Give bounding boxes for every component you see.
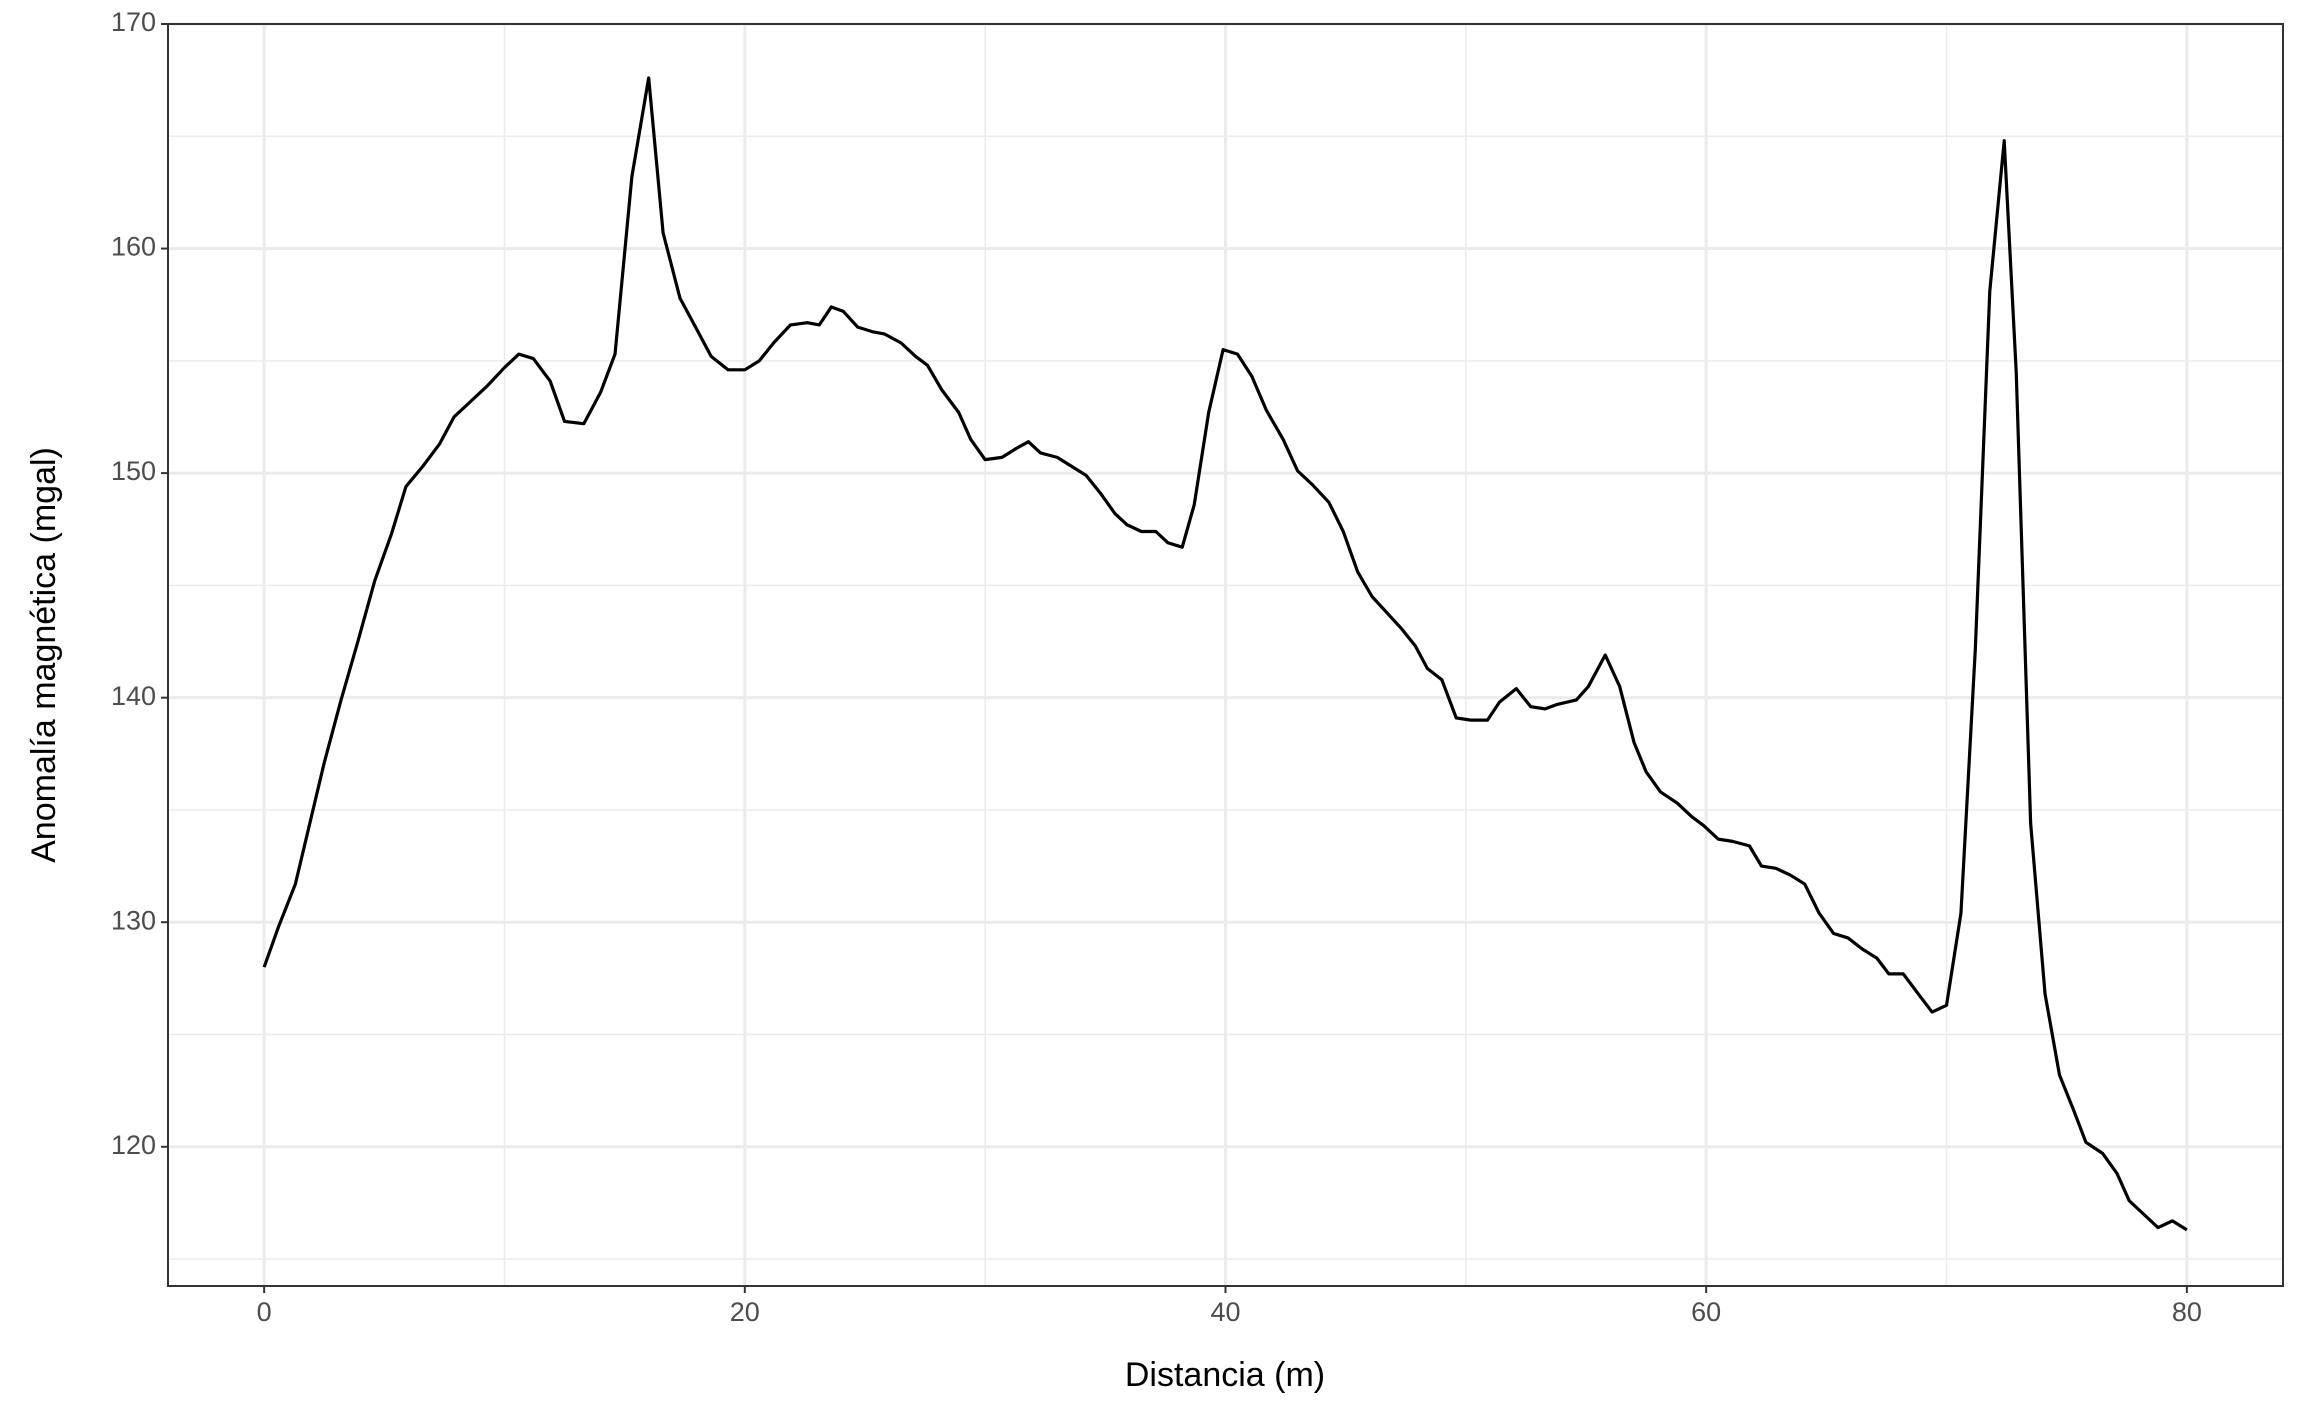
y-tick-label: 140 [111, 681, 156, 711]
data-line [262, 76, 2188, 1232]
x-tick-label: 60 [1691, 1297, 1721, 1327]
y-tick-label: 170 [111, 7, 156, 37]
x-tick-label: 20 [730, 1297, 760, 1327]
y-tick-label: 150 [111, 456, 156, 486]
y-axis-title: Anomalía magnética (mgal) [25, 447, 63, 863]
x-tick-label: 80 [2172, 1297, 2202, 1327]
y-tick-label: 160 [111, 232, 156, 262]
x-tick-label: 40 [1210, 1297, 1240, 1327]
plot-border [167, 23, 2284, 1287]
y-tick-label: 120 [111, 1130, 156, 1160]
x-tick-label: 0 [257, 1297, 272, 1327]
y-tick-label: 130 [111, 905, 156, 935]
x-axis-title: Distancia (m) [1125, 1356, 1325, 1394]
